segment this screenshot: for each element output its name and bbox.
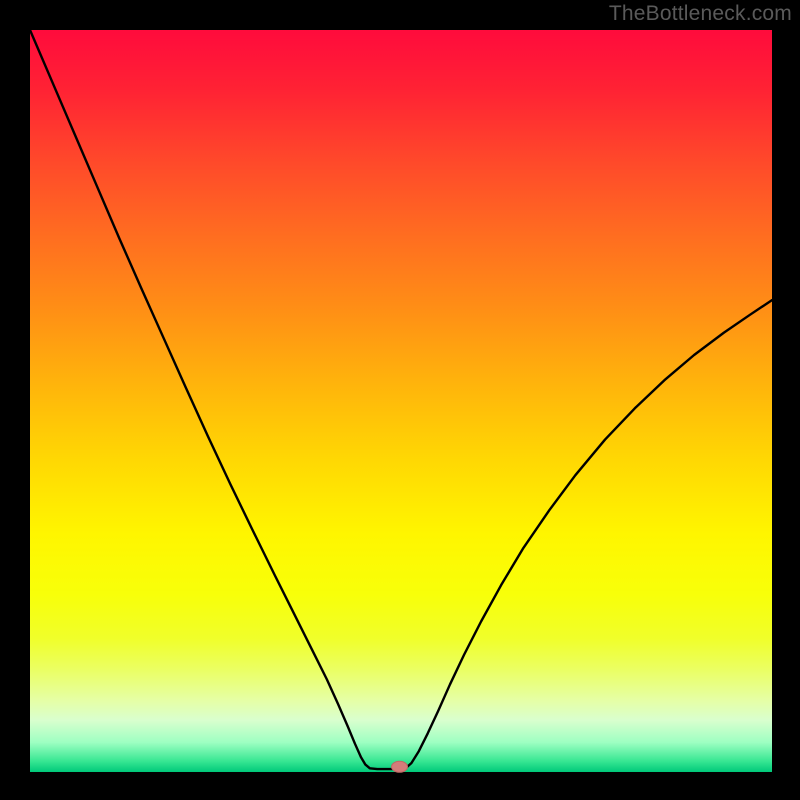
chart-svg: [0, 0, 800, 800]
chart-stage: TheBottleneck.com: [0, 0, 800, 800]
plot-area: [30, 30, 772, 772]
optimal-point-marker: [392, 761, 408, 772]
